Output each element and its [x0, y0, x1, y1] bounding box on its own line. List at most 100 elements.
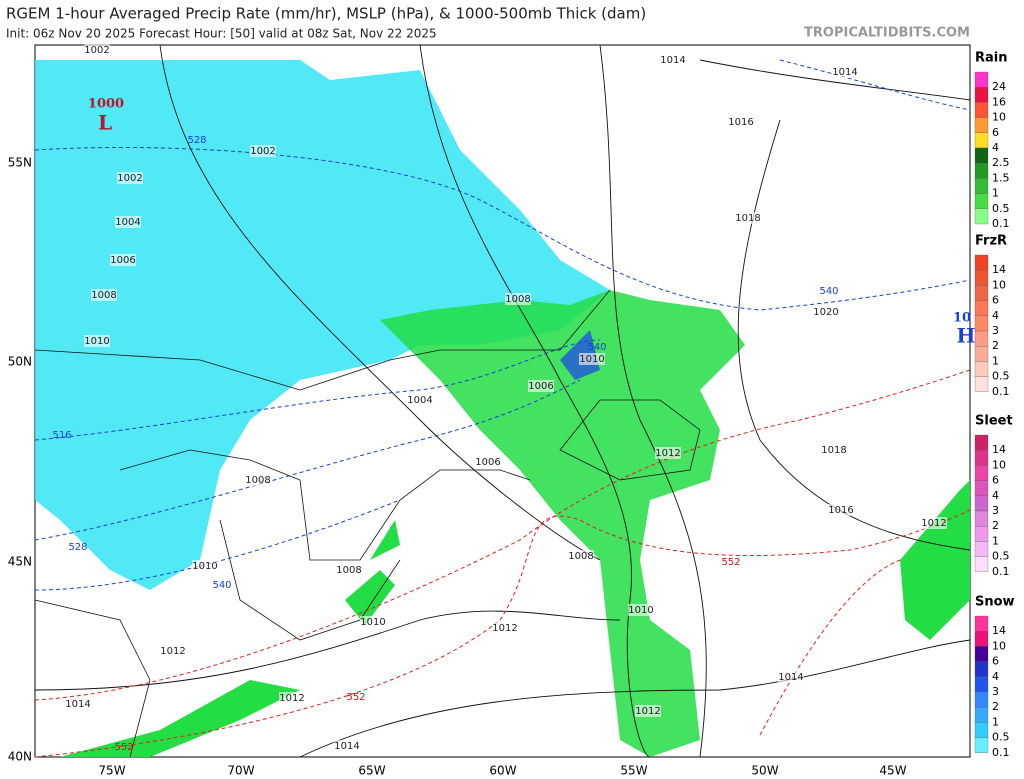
map	[34, 44, 971, 758]
isobar-label: 1010	[84, 336, 109, 347]
isobar-label: 1016	[828, 505, 853, 516]
legend-label: 0.1	[992, 565, 1010, 578]
legend-label: 4	[992, 670, 999, 683]
legend-label: 14	[992, 624, 1006, 637]
legend-swatch	[974, 285, 989, 301]
low-symbol: L	[98, 111, 112, 135]
legend-swatch	[974, 102, 989, 118]
label-bg	[660, 54, 686, 66]
isobar-label: 1004	[407, 395, 432, 406]
legend-label: 14	[992, 443, 1006, 456]
legend-swatch	[974, 646, 989, 662]
legend-swatch	[974, 556, 989, 572]
isobar-label: 1014	[660, 55, 685, 66]
legend-swatch	[974, 631, 989, 647]
label-bg	[635, 705, 661, 717]
legend-swatch	[974, 87, 989, 103]
label-bg	[160, 645, 186, 657]
legend-swatch	[974, 450, 989, 466]
label-bg	[250, 145, 276, 157]
legend-label: 2.5	[992, 156, 1010, 169]
legend-swatch	[974, 737, 989, 753]
isobar-label: 1008	[336, 565, 361, 576]
label-bg	[568, 550, 594, 562]
isobar-label: 1010	[628, 605, 653, 616]
lon-label: 50W	[751, 764, 778, 778]
legend-swatch	[974, 376, 989, 392]
legend-swatch	[974, 361, 989, 377]
thickness-label: 540	[212, 580, 231, 591]
legend-label: 6	[992, 655, 999, 668]
isobar-label: 1016	[728, 117, 753, 128]
isobar-label: 1008	[505, 294, 530, 305]
label-bg	[528, 380, 554, 392]
legend-swatch	[974, 71, 989, 88]
legend-label: 6	[992, 126, 999, 139]
legend-title: Sleet	[975, 414, 1013, 429]
label-bg	[628, 604, 654, 616]
legend-label: 2	[992, 339, 999, 352]
isobar-label: 1012	[655, 448, 680, 459]
legend-swatch	[974, 615, 989, 632]
legend-swatch	[974, 163, 989, 179]
isobar-label: 1012	[492, 623, 517, 634]
isobar-label: 1004	[115, 217, 140, 228]
isobar-label: 1014	[778, 672, 803, 683]
lat-label: 50N	[8, 355, 32, 369]
isobar-label: 1006	[110, 255, 135, 266]
label-bg	[735, 212, 761, 224]
lon-label: 60W	[489, 764, 516, 778]
legend-label: 0.5	[992, 550, 1010, 563]
isobar-label: 1010	[192, 561, 217, 572]
legend-label: 4	[992, 489, 999, 502]
legend-swatch	[974, 676, 989, 693]
legend-swatch	[974, 541, 989, 557]
isobar-label: 1008	[245, 475, 270, 486]
label-bg	[579, 353, 605, 365]
legend-label: 3	[992, 504, 999, 517]
isobar-label: 1012	[921, 518, 946, 529]
lon-label: 55W	[620, 764, 647, 778]
watermark: TROPICALTIDBITS.COM	[804, 26, 970, 41]
legend-label: 14	[992, 263, 1006, 276]
isobar-label: 1018	[735, 213, 760, 224]
snow-area	[35, 60, 610, 590]
isobar-label: 1010	[579, 354, 604, 365]
label-bg	[360, 616, 386, 628]
label-bg	[505, 293, 531, 305]
label-bg	[407, 394, 433, 406]
legend-label: 24	[992, 80, 1006, 93]
legend-title: Rain	[975, 51, 1008, 66]
legend-label: 2	[992, 700, 999, 713]
legend-label: 1	[992, 354, 999, 367]
label-bg	[279, 692, 305, 704]
label-bg	[84, 335, 110, 347]
legend-label: 4	[992, 309, 999, 322]
isobar-label: 1008	[568, 551, 593, 562]
legend-swatch	[974, 132, 989, 149]
thickness-label: 516	[52, 430, 71, 441]
lat-label: 45N	[8, 555, 32, 569]
legend-label: 1.5	[992, 171, 1010, 184]
thickness-label: 552	[114, 742, 133, 753]
legend-label: 10	[992, 639, 1006, 652]
lat-label: 55N	[8, 156, 32, 170]
label-bg	[336, 564, 362, 576]
isobar-label: 1014	[832, 67, 857, 78]
title: RGEM 1-hour Averaged Precip Rate (mm/hr)…	[6, 5, 646, 23]
legend-label: 0.5	[992, 370, 1010, 383]
isobar-label: 1012	[635, 706, 660, 717]
legend-label: 6	[992, 294, 999, 307]
isobar-label: 1006	[528, 381, 553, 392]
legend-swatch	[974, 661, 989, 677]
label-bg	[91, 289, 117, 301]
legend-swatch	[974, 300, 989, 316]
thickness-label: 528	[187, 135, 206, 146]
legend-label: 2	[992, 519, 999, 532]
legend-label: 0.1	[992, 746, 1010, 759]
legend-swatch	[974, 178, 989, 194]
label-bg	[117, 172, 143, 184]
isobar-label: 1020	[813, 307, 838, 318]
legend-label: 1	[992, 715, 999, 728]
label-bg	[334, 740, 360, 752]
